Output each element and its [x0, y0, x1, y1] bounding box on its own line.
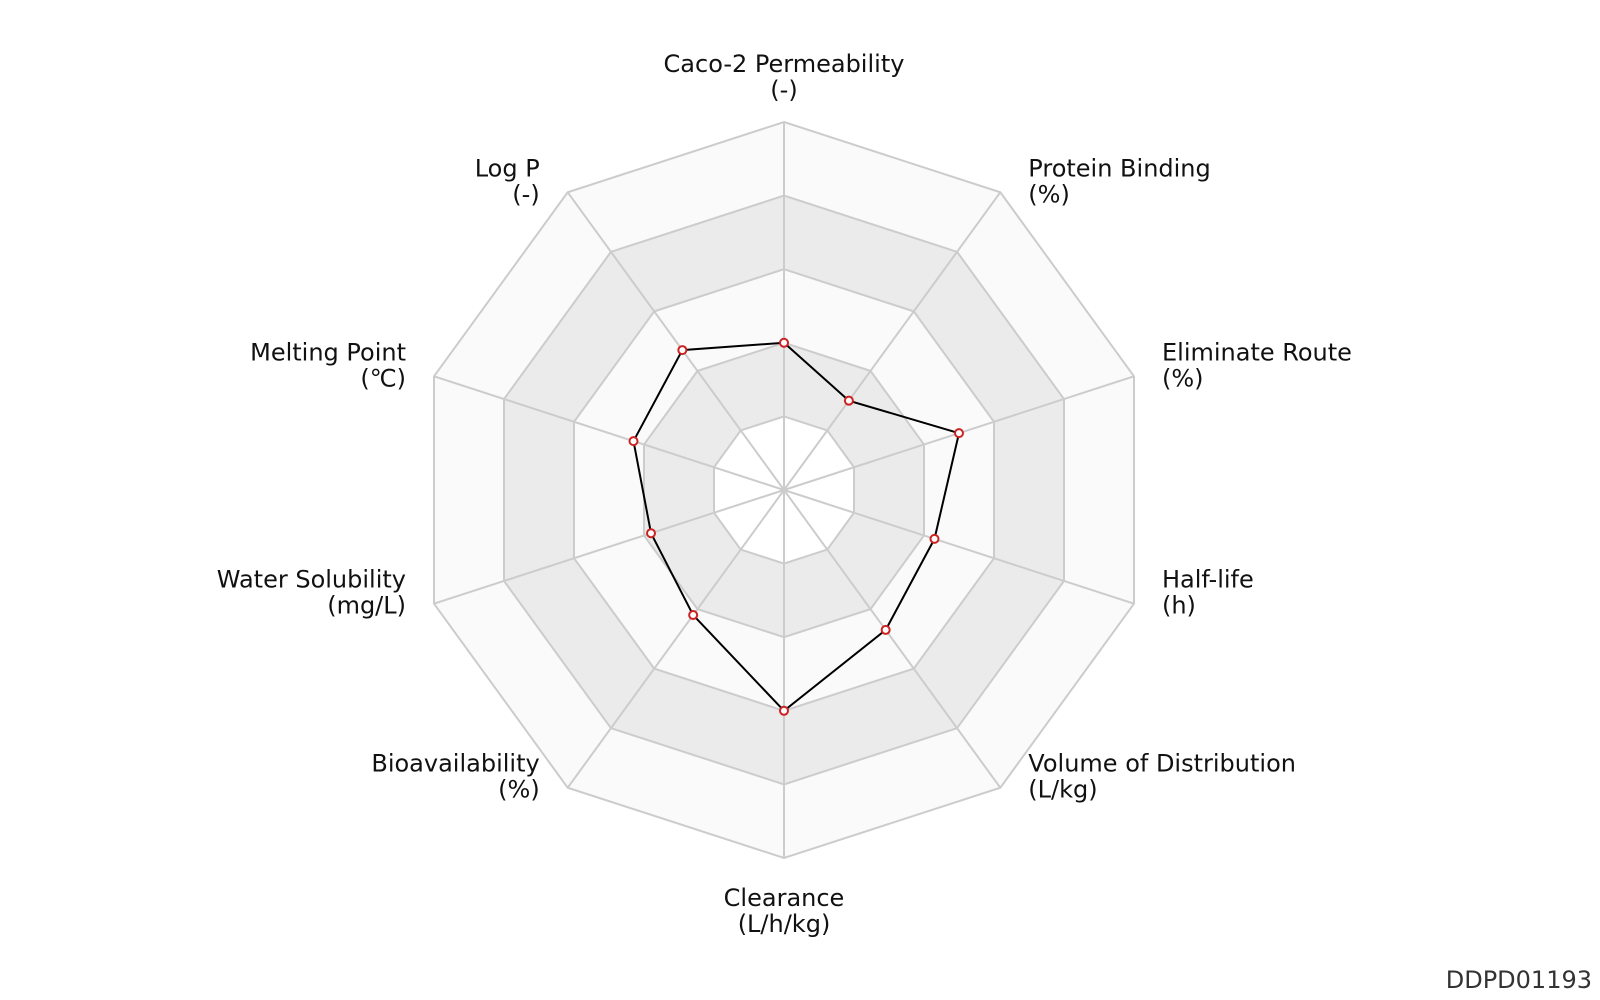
radar-axis-labels: Caco-2 Permeability (-)Protein Binding (%)… — [217, 50, 1352, 938]
axis-name: Protein Binding — [1028, 154, 1210, 182]
data-point — [646, 528, 657, 539]
axis-label: Water Solubility (mg/L) — [217, 566, 406, 620]
axis-name: Log P — [475, 154, 540, 182]
axis-name: Bioavailability — [371, 750, 539, 778]
axis-unit: (L/h/kg) — [738, 910, 831, 938]
axis-unit: (L/kg) — [1028, 776, 1097, 804]
radar-spoke — [433, 375, 785, 491]
radar-spokes — [433, 122, 1135, 858]
axis-unit: (%) — [1028, 180, 1070, 208]
data-point — [688, 610, 699, 621]
axis-unit: (-) — [770, 76, 797, 104]
axis-name: Eliminate Route — [1162, 338, 1352, 366]
data-point — [779, 337, 789, 348]
axis-name: Volume of Distribution — [1028, 750, 1296, 778]
axis-unit: (h) — [1162, 592, 1196, 620]
data-point — [880, 624, 891, 635]
data-point — [953, 428, 964, 439]
radar-series — [628, 337, 964, 716]
radar-spoke — [566, 191, 785, 491]
data-point — [843, 395, 854, 406]
axis-unit: (%) — [1162, 364, 1204, 392]
axis-name: Half-life — [1162, 566, 1254, 594]
axis-label: Bioavailability (%) — [371, 750, 539, 804]
axis-unit: (℃) — [360, 364, 406, 392]
radar-spoke — [566, 489, 785, 789]
axis-label: Protein Binding (%) — [1028, 154, 1210, 208]
axis-name: Caco-2 Permeability — [664, 50, 905, 78]
axis-name: Melting Point — [250, 338, 406, 366]
axis-name: Water Solubility — [217, 566, 406, 594]
axis-unit: (-) — [512, 180, 539, 208]
chart-id: DDPD01193 — [1445, 966, 1592, 994]
radar-spoke — [783, 489, 1002, 789]
data-point — [628, 436, 639, 447]
axis-name: Clearance — [724, 884, 845, 912]
radar-spoke — [433, 489, 785, 605]
data-point — [779, 705, 789, 716]
axis-label: Caco-2 Permeability (-) — [664, 50, 905, 104]
axis-label: Half-life (h) — [1162, 566, 1254, 620]
axis-label: Volume of Distribution (L/kg) — [1028, 750, 1296, 804]
data-point — [677, 345, 688, 356]
radar-spoke — [783, 191, 1002, 491]
axis-label: Melting Point (℃) — [250, 338, 406, 392]
radar-spoke — [783, 489, 1135, 605]
axis-label: Log P (-) — [475, 154, 540, 208]
axis-unit: (%) — [498, 776, 540, 804]
axis-label: Eliminate Route (%) — [1162, 338, 1352, 392]
data-point — [929, 533, 940, 544]
axis-label: Clearance (L/h/kg) — [724, 884, 845, 938]
axis-unit: (mg/L) — [327, 592, 406, 620]
